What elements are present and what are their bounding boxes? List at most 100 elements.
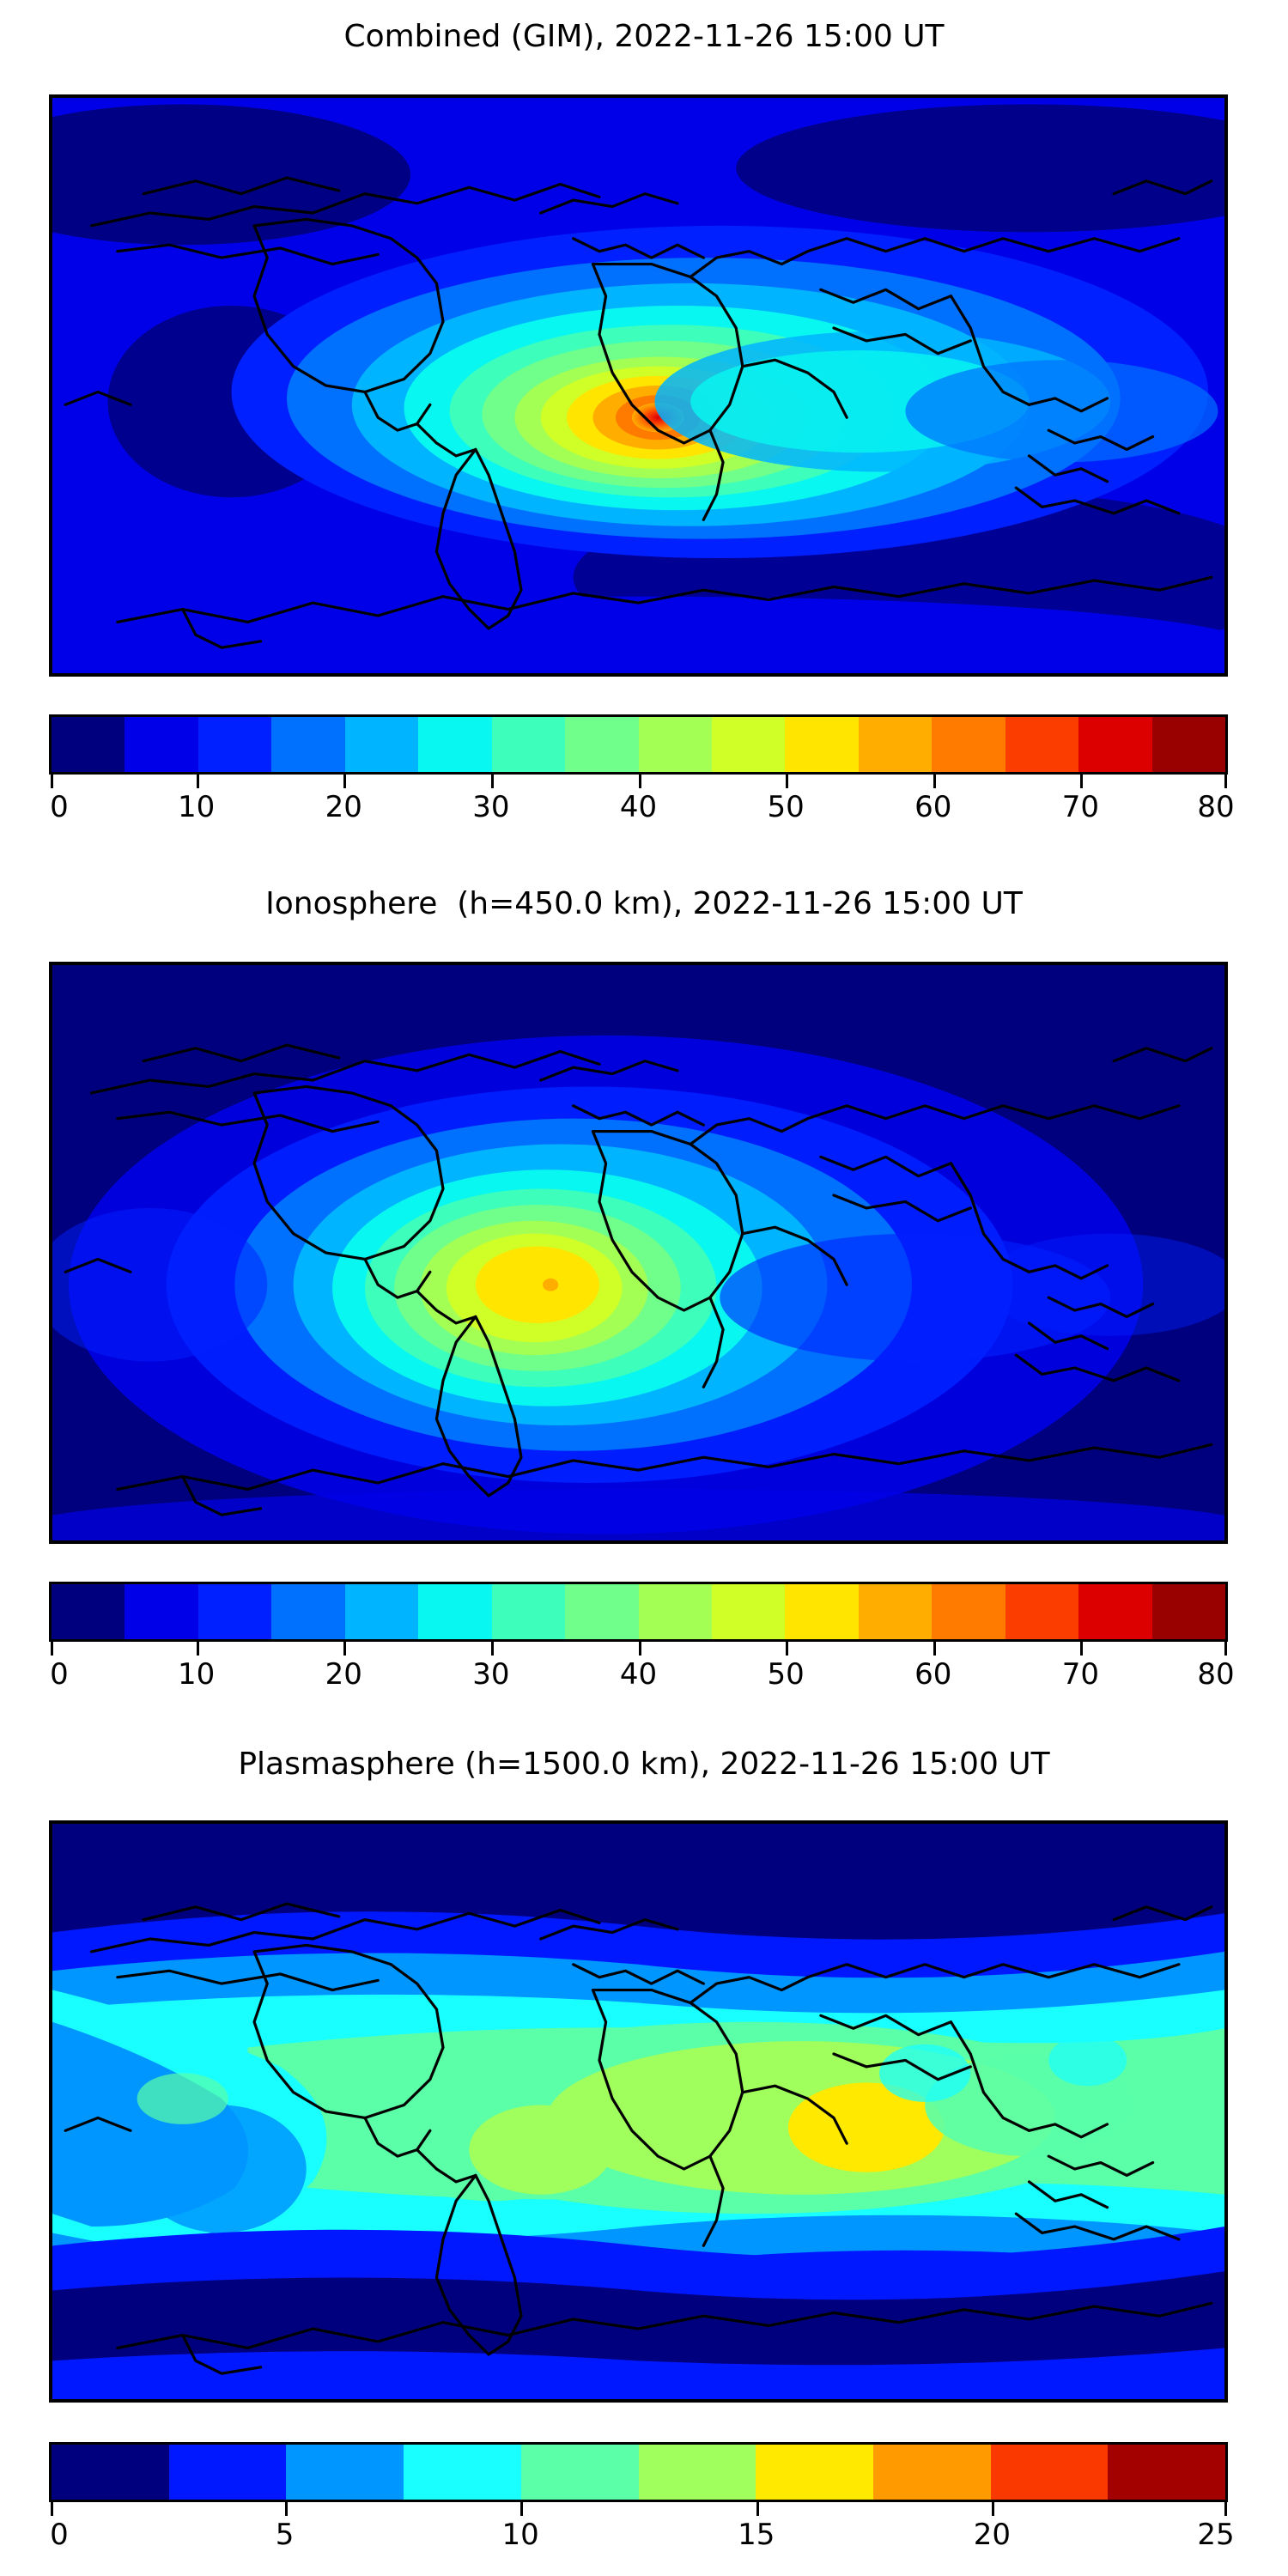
coastlines-ionosphere	[64, 1043, 1213, 1516]
colorbar-tick-label: 50	[767, 790, 805, 824]
map-axes-plasmasphere	[49, 1820, 1228, 2403]
tec-contour-plasmasphere	[52, 1824, 1224, 2399]
colorbar-tick-label: 30	[472, 790, 510, 824]
colorbar-band	[197, 717, 272, 772]
colorbar-band	[785, 1584, 859, 1639]
colorbar-band	[418, 1584, 492, 1639]
colorbar-band	[1005, 1584, 1079, 1639]
tec-contour-ionosphere	[52, 965, 1224, 1540]
colorbar-tick	[786, 775, 789, 788]
colorbar-band	[1108, 2445, 1225, 2500]
colorbar-band	[491, 1584, 566, 1639]
coastlines-combined	[64, 176, 1213, 649]
colorbar-tick	[51, 1642, 53, 1656]
colorbar-tick	[284, 2502, 288, 2516]
colorbar-tick	[992, 2502, 995, 2516]
colorbar-tick-label: 40	[619, 790, 658, 824]
colorbar-tick-label: 40	[619, 1657, 658, 1692]
colorbar-band	[565, 717, 639, 772]
colorbar-tick-label: 60	[914, 1657, 952, 1692]
colorbar-tick	[196, 1642, 199, 1656]
panel-title-plasmasphere: Plasmasphere (h=1500.0 km), 2022-11-26 1…	[238, 1747, 1050, 1782]
colorbar-tick-label: 15	[738, 2518, 775, 2552]
colorbar-band	[404, 2445, 521, 2500]
colorbar-band	[711, 1584, 786, 1639]
colorbar-tick-label: 80	[1197, 1657, 1235, 1692]
colorbar-tick	[638, 775, 641, 788]
colorbar-band	[418, 717, 492, 772]
colorbar-tick-label: 70	[1061, 790, 1100, 824]
colorbar-tick	[1080, 775, 1084, 788]
map-canvas-plasmasphere	[52, 1824, 1224, 2399]
map-axes-combined	[49, 94, 1228, 677]
colorbar-tick	[343, 775, 347, 788]
colorbar-band	[1078, 1584, 1152, 1639]
colorbar-tick-label: 10	[177, 790, 216, 824]
panel-plasmasphere: Plasmasphere (h=1500.0 km), 2022-11-26 1…	[0, 1735, 1288, 2576]
colorbar-tick	[520, 2502, 524, 2516]
panel-combined-gim: Combined (GIM), 2022-11-26 15:00 UT	[0, 0, 1288, 867]
colorbar-band	[711, 717, 786, 772]
colorbar-band	[271, 717, 345, 772]
colorbar-labels-combined: 0 10 20 30 40 50 60 70 80	[49, 790, 1234, 829]
colorbar-tick	[756, 2502, 759, 2516]
panel-title-ionosphere: Ionosphere (h=450.0 km), 2022-11-26 15:0…	[265, 886, 1023, 921]
map-axes-ionosphere	[49, 962, 1228, 1544]
colorbar-band	[1078, 717, 1152, 772]
colorbar-labels-ionosphere: 0 10 20 30 40 50 60 70 80	[49, 1657, 1234, 1697]
colorbar-band	[565, 1584, 639, 1639]
colorbar-tick-label: 10	[177, 1657, 216, 1692]
colorbar-tick-label: 70	[1061, 1657, 1100, 1692]
colorbar-ticks-combined	[49, 775, 1228, 790]
colorbar-band	[168, 2445, 287, 2500]
colorbar-tick-label: 30	[472, 1657, 510, 1692]
colorbar-tick-label: 25	[1197, 2518, 1235, 2552]
colorbar-band	[52, 1584, 125, 1639]
colorbar-band	[858, 1584, 933, 1639]
colorbar-band	[491, 717, 566, 772]
colorbar-combined	[49, 714, 1228, 775]
colorbar-tick	[933, 1642, 936, 1656]
colorbar-tick-label: 0	[50, 1657, 69, 1692]
colorbar-plasmasphere	[49, 2442, 1228, 2502]
colorbar-tick	[1080, 1642, 1084, 1656]
panel-ionosphere: Ionosphere (h=450.0 km), 2022-11-26 15:0…	[0, 867, 1288, 1735]
colorbar-tick	[1224, 775, 1227, 788]
colorbar-band	[858, 717, 933, 772]
colorbar-band	[125, 1584, 198, 1639]
colorbar-tick-label: 10	[501, 2518, 539, 2552]
colorbar-band	[990, 2445, 1109, 2500]
colorbar-tick	[933, 775, 936, 788]
colorbar-band	[932, 1584, 1005, 1639]
colorbar-band	[52, 2445, 169, 2500]
colorbar-band	[756, 2445, 873, 2500]
tec-contour-combined	[52, 98, 1224, 673]
colorbar-band	[638, 1584, 712, 1639]
colorbar-tick	[1224, 2502, 1227, 2516]
colorbar-tick-label: 0	[50, 2518, 69, 2552]
colorbar-tick-label: 20	[325, 790, 362, 824]
coastlines-plasmasphere	[64, 1902, 1213, 2375]
colorbar-band	[52, 717, 125, 772]
colorbar-band	[638, 717, 712, 772]
colorbar-tick	[638, 1642, 641, 1656]
colorbar-ionosphere	[49, 1582, 1228, 1642]
colorbar-band	[1151, 717, 1225, 772]
colorbar-labels-plasmasphere: 0 5 10 15 20 25	[49, 2518, 1234, 2557]
colorbar-tick-label: 20	[973, 2518, 1012, 2552]
map-canvas-ionosphere	[52, 965, 1224, 1540]
colorbar-band	[785, 717, 859, 772]
colorbar-band	[271, 1584, 345, 1639]
colorbar-ticks-plasmasphere	[49, 2502, 1228, 2518]
colorbar-tick-label: 20	[325, 1657, 362, 1692]
colorbar-band	[1005, 717, 1079, 772]
colorbar-tick-label: 5	[275, 2518, 295, 2552]
colorbar-band	[286, 2445, 404, 2500]
colorbar-band	[872, 2445, 991, 2500]
colorbar-tick	[51, 2502, 53, 2516]
colorbar-tick-label: 80	[1197, 790, 1235, 824]
colorbar-tick	[490, 1642, 494, 1656]
colorbar-tick	[1224, 1642, 1227, 1656]
colorbar-band	[520, 2445, 639, 2500]
colorbar-band	[1151, 1584, 1225, 1639]
